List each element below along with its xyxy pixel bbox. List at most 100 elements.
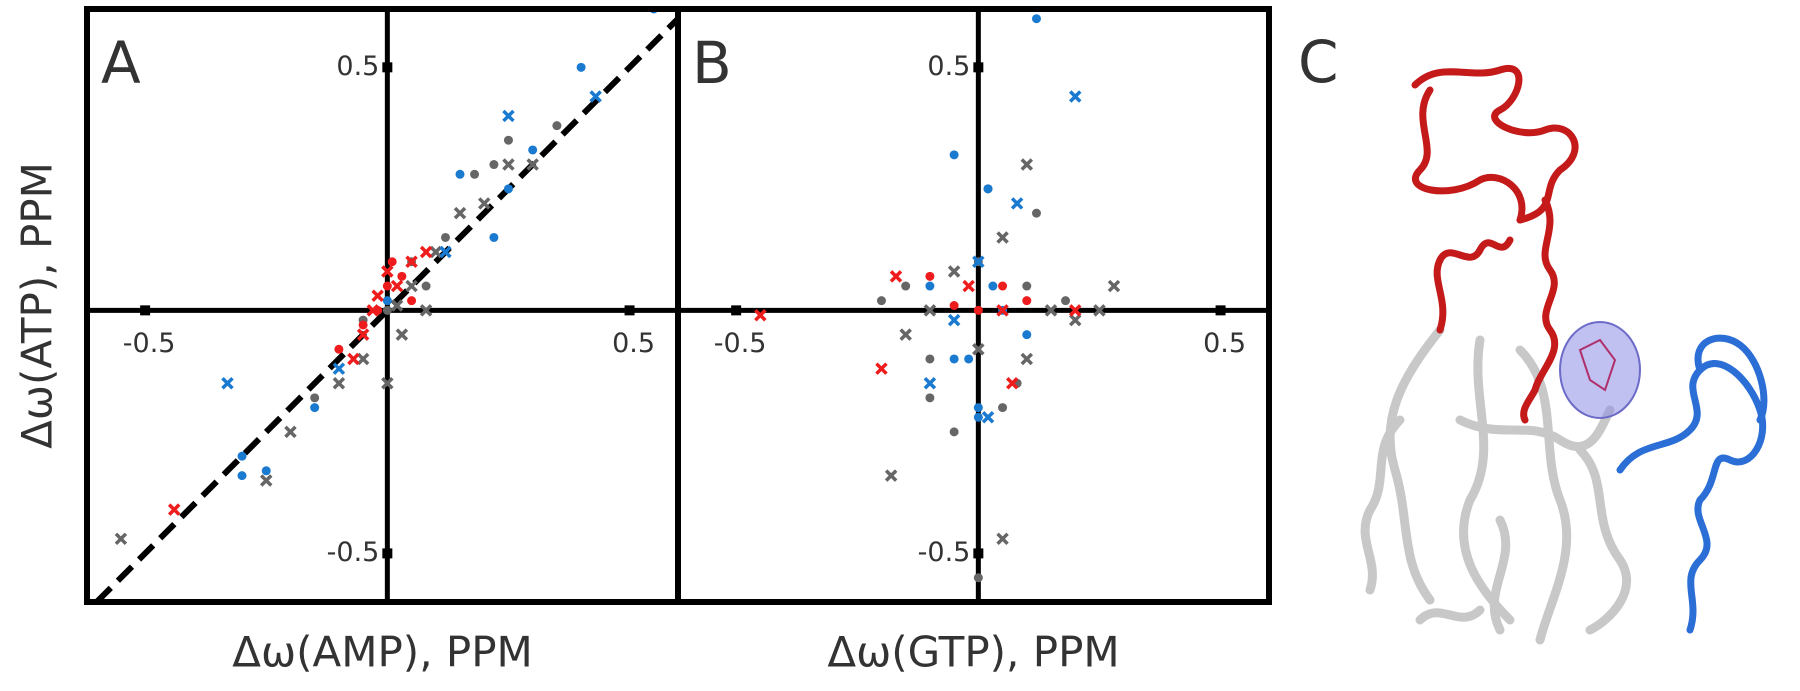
point-cross bbox=[1044, 304, 1058, 317]
y-tick-label: 0.5 bbox=[927, 51, 970, 82]
point-cross bbox=[390, 279, 404, 293]
point-cross bbox=[947, 265, 961, 278]
point-cross bbox=[923, 304, 937, 317]
panel-label: C bbox=[1298, 28, 1339, 96]
point-cross bbox=[502, 109, 515, 123]
point-cross bbox=[405, 279, 418, 293]
point-dot bbox=[949, 427, 959, 437]
y-tick-label: -0.5 bbox=[918, 537, 971, 568]
point-dot bbox=[998, 281, 1008, 291]
plot-area bbox=[87, 9, 678, 602]
point-dot bbox=[470, 169, 480, 179]
y-tick-label: -0.5 bbox=[327, 537, 380, 568]
point-dot bbox=[334, 344, 344, 354]
point-cross bbox=[1107, 279, 1121, 293]
point-dot bbox=[983, 184, 993, 194]
point-cross bbox=[356, 328, 370, 341]
point-dot bbox=[373, 305, 383, 315]
point-cross bbox=[167, 503, 181, 516]
point-cross bbox=[1093, 304, 1106, 317]
point-dot bbox=[455, 169, 465, 179]
point-cross bbox=[996, 231, 1009, 244]
point-cross bbox=[260, 474, 273, 487]
point-dot bbox=[949, 301, 959, 310]
point-dot bbox=[489, 160, 499, 170]
point-dot bbox=[949, 150, 959, 160]
point-dot bbox=[876, 296, 886, 306]
protein-structure bbox=[1360, 64, 1768, 645]
x-tick bbox=[624, 305, 635, 316]
point-dot bbox=[925, 393, 935, 403]
frame bbox=[675, 6, 1272, 605]
point-dot bbox=[964, 354, 974, 364]
point-cross bbox=[1068, 304, 1082, 317]
point-cross bbox=[962, 279, 975, 293]
point-cross bbox=[526, 158, 539, 171]
identity-line bbox=[94, 16, 678, 602]
point-dot bbox=[382, 281, 392, 291]
point-dot bbox=[901, 281, 911, 291]
point-cross bbox=[1068, 90, 1082, 103]
point-dot bbox=[310, 393, 320, 403]
point-cross bbox=[371, 289, 384, 303]
point-cross bbox=[1068, 313, 1082, 327]
point-dot bbox=[925, 271, 935, 281]
point-dot bbox=[387, 257, 397, 267]
point-cross bbox=[477, 197, 491, 210]
point-cross bbox=[923, 377, 937, 390]
point-cross bbox=[395, 328, 409, 341]
point-cross bbox=[972, 255, 985, 268]
point-cross bbox=[996, 532, 1009, 546]
point-cross bbox=[453, 206, 467, 220]
point-cross bbox=[981, 411, 995, 424]
point-cross bbox=[439, 245, 452, 259]
x-tick-label: 0.5 bbox=[612, 328, 655, 359]
point-cross bbox=[875, 362, 888, 375]
point-cross bbox=[1010, 197, 1024, 210]
y-tick bbox=[973, 62, 984, 73]
point-dot bbox=[1061, 296, 1071, 306]
point-dot bbox=[973, 573, 983, 583]
point-dot bbox=[1022, 330, 1032, 340]
point-cross bbox=[947, 313, 961, 327]
x-tick-label: -0.5 bbox=[123, 328, 176, 359]
point-dot bbox=[528, 145, 538, 155]
point-dot bbox=[237, 451, 247, 461]
point-dot bbox=[397, 271, 407, 281]
point-dot bbox=[552, 121, 562, 131]
point-cross bbox=[589, 90, 602, 103]
point-dot bbox=[925, 354, 935, 364]
point-dot bbox=[489, 232, 499, 242]
point-cross bbox=[381, 377, 394, 390]
point-dot bbox=[576, 62, 586, 72]
point-dot bbox=[503, 135, 513, 145]
point-dot bbox=[261, 466, 271, 476]
point-cross bbox=[332, 377, 346, 390]
point-dot bbox=[421, 281, 431, 291]
point-dot bbox=[1022, 281, 1032, 291]
point-cross bbox=[114, 532, 128, 546]
y-tick bbox=[973, 548, 984, 559]
point-cross bbox=[884, 469, 898, 482]
panel-label: A bbox=[101, 29, 141, 97]
point-dot bbox=[973, 412, 983, 422]
point-cross bbox=[390, 299, 404, 312]
point-cross bbox=[405, 255, 418, 268]
point-cross bbox=[347, 352, 360, 366]
y-axis-label: Δω(ATP), PPM bbox=[13, 162, 62, 449]
y-tick-label: 0.5 bbox=[336, 51, 379, 82]
y-tick bbox=[382, 62, 393, 73]
point-cross bbox=[419, 304, 433, 317]
y-tick bbox=[382, 548, 393, 559]
point-cross bbox=[356, 352, 370, 366]
point-dot bbox=[1031, 14, 1041, 24]
x-axis-label: Δω(GTP), PPM bbox=[827, 628, 1119, 677]
point-dot bbox=[237, 471, 247, 481]
point-cross bbox=[419, 245, 433, 259]
x-tick-label: -0.5 bbox=[714, 328, 767, 359]
x-tick-label: 0.5 bbox=[1203, 328, 1246, 359]
plot-area bbox=[678, 9, 1269, 602]
point-dot bbox=[382, 296, 392, 306]
point-cross bbox=[381, 265, 394, 278]
